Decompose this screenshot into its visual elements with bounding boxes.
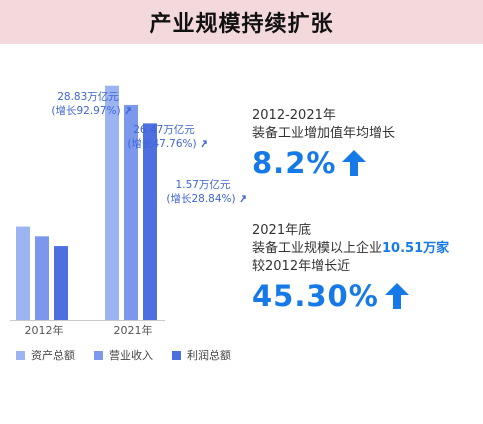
annotation-arrow-icon [240,195,246,203]
legend-label: 营业收入 [109,348,153,362]
stat2-value-row: 45.30% [252,279,449,313]
legend-swatch-资产总额 [16,351,25,360]
content-card [0,44,483,424]
bar-利润总额-2012年 [54,246,68,320]
stat2-desc: 装备工业规模以上企业10.51万家 [252,240,449,258]
annotation-value: 1.57万亿元 [176,178,231,191]
bar-资产总额-2021年 [105,85,119,320]
annotation-value: 26.47万亿元 [133,123,195,136]
x-tick-label: 2012年 [25,323,64,337]
annotation-arrow-icon [125,107,131,115]
annotation-arrow-icon [201,140,207,148]
stat1-period: 2012-2021年 [252,108,336,123]
legend-label: 资产总额 [31,348,75,362]
arrow-up-icon [384,283,409,309]
annotation-growth: (增长28.84%) [166,192,235,205]
bar-营业收入-2021年 [124,104,138,321]
annotation-value: 28.83万亿元 [57,90,119,103]
annotation-growth: (增长47.76%) [127,137,196,150]
stat2-enterprise-count: 10.51万家 [382,241,450,256]
header-banner: 产业规模持续扩张 [0,0,483,44]
bar-资产总额-2012年 [16,226,30,320]
stat1-desc: 装备工业增加值年均增长 [252,126,396,141]
bar-营业收入-2012年 [35,236,49,320]
annotation-growth: (增长92.97%) [51,104,120,117]
stat2-period: 2021年底 [252,223,312,238]
legend-swatch-营业收入 [94,351,103,360]
stat1-value: 8.2% [252,146,337,180]
stat2-compare: 较2012年增长近 [252,259,351,274]
legend-label: 利润总额 [187,348,231,362]
page-title: 产业规模持续扩张 [149,12,334,37]
legend-swatch-利润总额 [172,351,181,360]
arrow-up-icon [342,150,367,176]
stat-enterprises: 2021年底 装备工业规模以上企业10.51万家 较2012年增长近 45.30… [252,222,449,313]
stat1-value-row: 8.2% [252,146,395,180]
stat2-value: 45.30% [252,279,379,313]
x-tick-label: 2021年 [114,323,153,337]
bar-利润总额-2021年 [143,123,157,320]
stat2-desc-text: 装备工业规模以上企业 [252,241,383,256]
stat-growth-rate: 2012-2021年 装备工业增加值年均增长 8.2% [252,107,395,180]
